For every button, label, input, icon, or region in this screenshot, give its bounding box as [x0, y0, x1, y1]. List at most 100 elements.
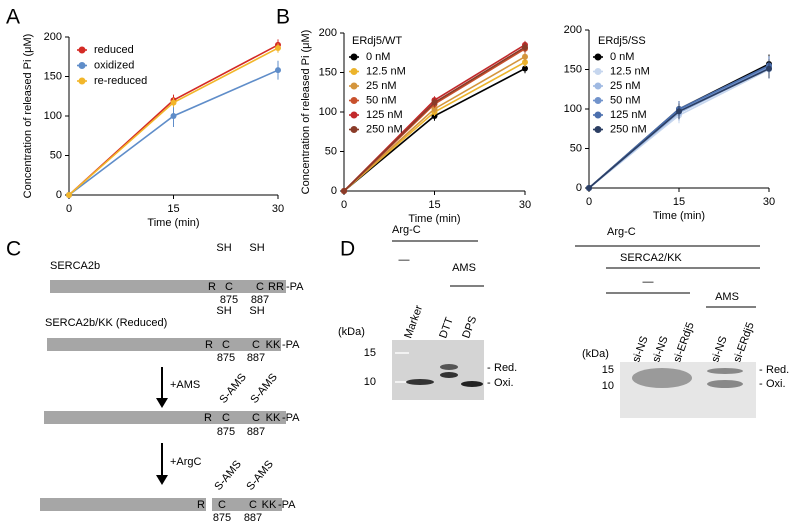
band [440, 372, 458, 378]
arrow-label: +AMS [170, 379, 200, 391]
marker-label: 15 [364, 347, 376, 359]
modification: SH [216, 305, 231, 317]
lane-label: si-NS [630, 335, 650, 364]
legend-label: 125 nM [610, 109, 647, 121]
data-point [586, 185, 592, 191]
tail: -PA [278, 499, 296, 511]
x-tick-label: 0 [341, 199, 347, 211]
legend-label: 250 nM [610, 123, 647, 135]
marker-label: 15 [602, 364, 614, 376]
modification: SH [249, 242, 264, 254]
data-point [522, 44, 528, 51]
y-tick-label: 50 [325, 145, 337, 157]
panel-label: C [6, 238, 21, 261]
residue: R [208, 281, 216, 293]
band [440, 364, 458, 370]
data-point [275, 45, 281, 52]
residue: KK [262, 499, 277, 511]
tail: -PA [282, 339, 300, 351]
legend-marker [594, 68, 602, 75]
data-point [275, 67, 281, 74]
band [632, 368, 692, 388]
lane-label: si-ERdj5 [671, 321, 696, 364]
band [707, 380, 743, 388]
legend-marker [350, 111, 358, 119]
x-tick-label: 30 [763, 196, 775, 208]
x-tick-label: 15 [167, 203, 179, 215]
y-tick-label: 0 [576, 182, 582, 194]
lane-label: si-NS [709, 335, 729, 364]
x-axis-label: Time (min) [653, 210, 705, 222]
treatment: Arg-C [392, 224, 421, 236]
residue: C [256, 281, 264, 293]
band-tick: - [487, 362, 491, 374]
series-line [68, 69, 279, 196]
legend-marker [594, 111, 602, 119]
position: 875 [217, 352, 235, 364]
protein-bar [40, 498, 206, 511]
lane-label: si-NS [650, 335, 670, 364]
band-tick: - [487, 377, 491, 389]
residue: C [222, 412, 230, 424]
legend-label: oxidized [94, 59, 134, 71]
treatment: — [643, 276, 654, 288]
legend-label: 12.5 nM [610, 65, 650, 77]
y-axis-label: Concentration of released Pi (μM) [300, 30, 312, 195]
construct-name: SERCA2b [50, 260, 100, 272]
modification: S-AMS [244, 458, 276, 492]
modification: SH [249, 305, 264, 317]
position: 887 [244, 512, 262, 522]
data-point [522, 65, 528, 72]
legend-label: 125 nM [366, 109, 403, 121]
data-point [431, 99, 438, 106]
legend-marker [78, 77, 86, 85]
data-point [66, 192, 72, 198]
modification: SH [216, 242, 231, 254]
legend-label: 0 nM [610, 51, 634, 63]
y-tick-label: 0 [56, 189, 62, 201]
residue: C [252, 339, 260, 351]
arrow-head [156, 475, 168, 485]
construct-name: SERCA2b/KK (Reduced) [45, 317, 167, 329]
band [461, 381, 483, 387]
residue: C [218, 499, 226, 511]
y-tick-label: 50 [570, 142, 582, 154]
legend-marker [350, 53, 358, 61]
data-point [341, 188, 347, 194]
legend-marker [594, 82, 602, 90]
legend-marker [594, 53, 602, 61]
band-label: Oxi. [494, 377, 514, 389]
lane-label: Marker [402, 303, 425, 340]
residue: KK [266, 339, 281, 351]
gel-right: Arg-C SERCA2/KK — AMS si-NS si-NS si-ERd… [575, 226, 789, 418]
position: 875 [217, 426, 235, 438]
legend-label: 250 nM [366, 123, 403, 135]
legend-label: 12.5 nM [366, 65, 406, 77]
legend-marker [350, 68, 358, 75]
position: 875 [213, 512, 231, 522]
modification: S-AMS [212, 458, 244, 492]
treatment: Arg-C [607, 226, 636, 238]
x-tick-label: 30 [272, 203, 284, 215]
residue: C [222, 339, 230, 351]
protein-bar [212, 498, 282, 511]
data-point [522, 59, 528, 66]
legend-label: 50 nM [610, 94, 641, 106]
treatment: SERCA2/KK [620, 252, 682, 264]
modification: S-AMS [248, 371, 280, 405]
lane-label: DPS [460, 315, 479, 340]
panel-label: B [276, 6, 290, 29]
gel-image [392, 340, 484, 400]
legend-marker [78, 62, 86, 69]
x-tick-label: 0 [586, 196, 592, 208]
data-point [431, 105, 438, 112]
x-axis-label: Time (min) [147, 217, 199, 229]
legend-marker [350, 97, 358, 104]
unit-label: (kDa) [582, 348, 609, 360]
band-tick: - [759, 378, 763, 390]
band-tick: - [759, 364, 763, 376]
band [406, 379, 434, 385]
legend-title: ERdj5/SS [598, 35, 646, 47]
marker-band [395, 352, 409, 354]
y-tick-label: 150 [319, 66, 337, 78]
